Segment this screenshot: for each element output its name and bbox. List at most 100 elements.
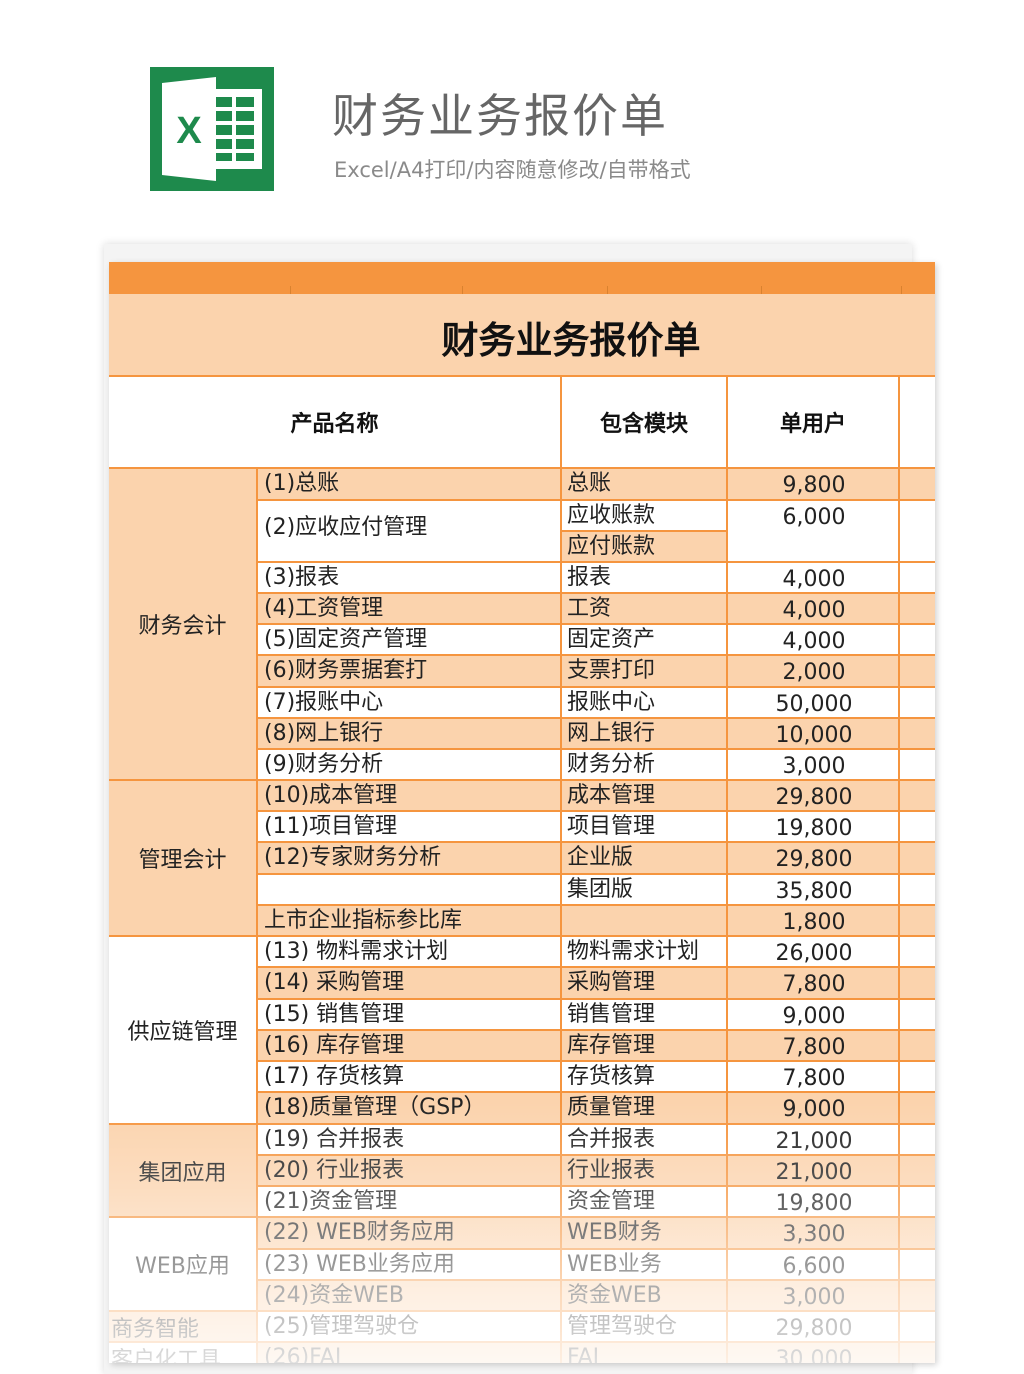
module-cell: 行业报表 bbox=[567, 1158, 656, 1183]
module-cell: 管理驾驶仓 bbox=[567, 1314, 678, 1339]
price-cell: 7,800 bbox=[782, 1035, 846, 1060]
table-row bbox=[258, 688, 935, 719]
module-sub-fill bbox=[562, 532, 728, 561]
price-cell: 3,000 bbox=[782, 754, 846, 779]
price-cell: 29,800 bbox=[775, 1316, 853, 1341]
price-cell: 4,000 bbox=[782, 629, 846, 654]
product-name-cell: (11)项目管理 bbox=[264, 814, 398, 839]
module-cell: 财务分析 bbox=[567, 752, 656, 777]
product-name-cell: (22) WEB财务应用 bbox=[264, 1220, 455, 1245]
price-cell: 7,800 bbox=[782, 972, 846, 997]
column-header-product: 产品名称 bbox=[109, 377, 562, 469]
product-name-cell: (14) 采购管理 bbox=[264, 970, 405, 995]
module-cell: 集团版 bbox=[567, 877, 634, 902]
price-cell: 21,000 bbox=[775, 1129, 853, 1154]
module-cell: 报账中心 bbox=[567, 690, 656, 715]
column-header-single-user: 单用户 bbox=[728, 377, 900, 469]
grid-line bbox=[898, 469, 900, 1363]
table-row bbox=[258, 937, 935, 968]
price-cell: 4,000 bbox=[782, 598, 846, 623]
module-cell: 应付账款 bbox=[567, 534, 656, 559]
price-cell: 3,000 bbox=[782, 1285, 846, 1310]
table-row bbox=[258, 1000, 935, 1031]
product-name-cell: (16) 库存管理 bbox=[264, 1033, 405, 1058]
sheet-top-bar bbox=[109, 262, 935, 294]
grid-line bbox=[560, 469, 562, 1363]
table-row bbox=[258, 594, 935, 625]
product-name-cell: (18)质量管理（GSP） bbox=[264, 1095, 486, 1120]
module-cell: 销售管理 bbox=[567, 1002, 656, 1027]
price-cell: 21,000 bbox=[775, 1160, 853, 1185]
product-name-cell: (19) 合并报表 bbox=[264, 1127, 405, 1152]
excel-icon-letter: X bbox=[176, 110, 202, 152]
price-cell: 30,000 bbox=[775, 1347, 853, 1363]
module-cell: FAI bbox=[567, 1345, 600, 1363]
price-cell: 19,800 bbox=[775, 816, 853, 841]
price-cell: 29,800 bbox=[775, 785, 853, 810]
module-cell: 工资 bbox=[567, 596, 612, 621]
grid-line bbox=[726, 469, 728, 1363]
category-cell: 管理会计 bbox=[109, 781, 258, 937]
module-cell: 资金WEB bbox=[567, 1283, 662, 1308]
price-cell: 2,000 bbox=[782, 660, 846, 685]
price-cell: 6,600 bbox=[782, 1254, 846, 1279]
module-cell: 库存管理 bbox=[567, 1033, 656, 1058]
price-cell: 29,800 bbox=[775, 847, 853, 872]
product-name-cell: (26)FAI bbox=[264, 1345, 342, 1363]
module-divider bbox=[562, 530, 728, 532]
product-name-cell: (20) 行业报表 bbox=[264, 1158, 405, 1183]
module-cell: 成本管理 bbox=[567, 783, 656, 808]
sheet-title: 财务业务报价单 bbox=[441, 319, 701, 362]
module-cell: 应收账款 bbox=[567, 503, 656, 528]
category-cell: 供应链管理 bbox=[109, 937, 258, 1125]
product-name-cell: (2)应收应付管理 bbox=[264, 515, 428, 540]
price-cell: 9,800 bbox=[782, 473, 846, 498]
product-name-cell: (15) 销售管理 bbox=[264, 1002, 405, 1027]
category-cell: 客户化工具 bbox=[109, 1343, 258, 1363]
spreadsheet-page: 财务业务报价单 产品名称 包含模块 单用户 (1)总账 总账 9,800 (2)应收应… bbox=[109, 262, 935, 1363]
module-cell: WEB财务 bbox=[567, 1220, 662, 1245]
table-row bbox=[258, 1062, 935, 1093]
price-cell: 6,000 bbox=[782, 505, 846, 530]
module-cell: 合并报表 bbox=[567, 1127, 656, 1152]
module-cell: 总账 bbox=[567, 471, 612, 496]
module-cell: 项目管理 bbox=[567, 814, 656, 839]
module-cell: WEB业务 bbox=[567, 1252, 662, 1277]
table-row bbox=[258, 625, 935, 656]
table-row bbox=[258, 563, 935, 594]
module-cell: 存货核算 bbox=[567, 1064, 656, 1089]
price-cell: 3,300 bbox=[782, 1222, 846, 1247]
table-row bbox=[258, 968, 935, 1000]
column-header-module: 包含模块 bbox=[562, 377, 728, 469]
price-cell: 9,000 bbox=[782, 1097, 846, 1122]
price-cell: 9,000 bbox=[782, 1004, 846, 1029]
module-cell: 报表 bbox=[567, 565, 612, 590]
category-cell: 商务智能 bbox=[109, 1312, 258, 1343]
product-name-cell: (9)财务分析 bbox=[264, 752, 384, 777]
module-cell: 支票打印 bbox=[567, 658, 656, 683]
module-cell: 质量管理 bbox=[567, 1095, 656, 1120]
price-cell: 19,800 bbox=[775, 1191, 853, 1216]
product-name-cell: (25)管理驾驶仓 bbox=[264, 1314, 420, 1339]
table-row bbox=[258, 781, 935, 812]
table-row bbox=[258, 719, 935, 750]
module-cell: 资金管理 bbox=[567, 1189, 656, 1214]
table-row bbox=[258, 812, 935, 843]
module-cell: 物料需求计划 bbox=[567, 939, 700, 964]
category-cell: 财务会计 bbox=[109, 469, 258, 781]
product-name-cell: (12)专家财务分析 bbox=[264, 845, 442, 870]
product-name-cell: (10)成本管理 bbox=[264, 783, 398, 808]
product-name-cell: (24)资金WEB bbox=[264, 1283, 404, 1308]
column-header-next bbox=[900, 377, 935, 469]
product-name-cell: (4)工资管理 bbox=[264, 596, 384, 621]
module-cell: 网上银行 bbox=[567, 721, 656, 746]
table-row bbox=[258, 843, 935, 875]
product-name-cell: (1)总账 bbox=[264, 471, 340, 496]
table-row bbox=[258, 875, 935, 906]
price-cell: 26,000 bbox=[775, 941, 853, 966]
product-name-cell: (23) WEB业务应用 bbox=[264, 1252, 455, 1277]
product-name-cell: (8)网上银行 bbox=[264, 721, 384, 746]
product-name-cell: (7)报账中心 bbox=[264, 690, 384, 715]
product-name-cell: (6)财务票据套打 bbox=[264, 658, 428, 683]
table-row bbox=[258, 906, 935, 937]
